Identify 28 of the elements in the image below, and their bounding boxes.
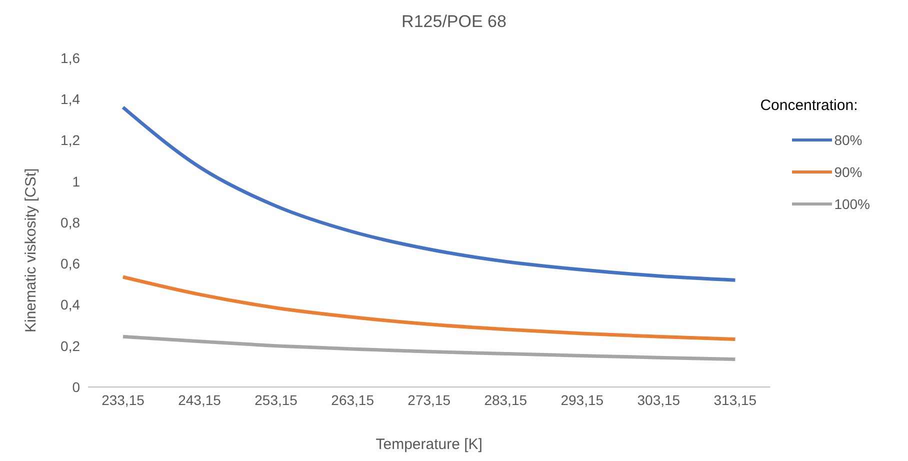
x-tick-label: 293,15 xyxy=(560,392,604,408)
y-tick-label: 1,4 xyxy=(60,91,80,108)
x-tick-label: 233,15 xyxy=(102,392,145,408)
x-tick-label: 243,15 xyxy=(178,392,222,408)
legend-label: 80% xyxy=(834,132,862,148)
x-tick-label: 313,15 xyxy=(714,392,757,408)
y-tick-label: 0,6 xyxy=(60,256,80,272)
y-tick-label: 1,6 xyxy=(60,50,80,66)
x-tick-label: 253,15 xyxy=(254,392,298,408)
y-tick-label: 0,4 xyxy=(60,296,80,313)
line-series xyxy=(121,106,737,282)
legend-label: 90% xyxy=(834,164,862,180)
x-tick-label: 263,15 xyxy=(331,392,374,408)
x-axis-title: Temperature [K] xyxy=(376,436,482,453)
x-tick-label: 283,15 xyxy=(484,392,528,408)
line-series xyxy=(121,334,737,361)
y-tick-label: 0 xyxy=(72,378,80,395)
y-tick-label: 0,8 xyxy=(60,214,80,230)
y-axis-title: Kinematic viskosity [CSt] xyxy=(22,168,40,332)
line-series xyxy=(121,275,737,342)
x-tick-label: 273,15 xyxy=(408,392,451,408)
chart-title: R125/POE 68 xyxy=(400,11,508,33)
legend-label: 100% xyxy=(834,196,870,212)
y-tick-label: 0,2 xyxy=(60,338,80,354)
x-tick-label: 303,15 xyxy=(637,392,680,408)
y-tick-label: 1 xyxy=(72,173,80,190)
legend-title: Concentration: xyxy=(760,97,859,114)
y-tick-label: 1,2 xyxy=(60,132,80,148)
